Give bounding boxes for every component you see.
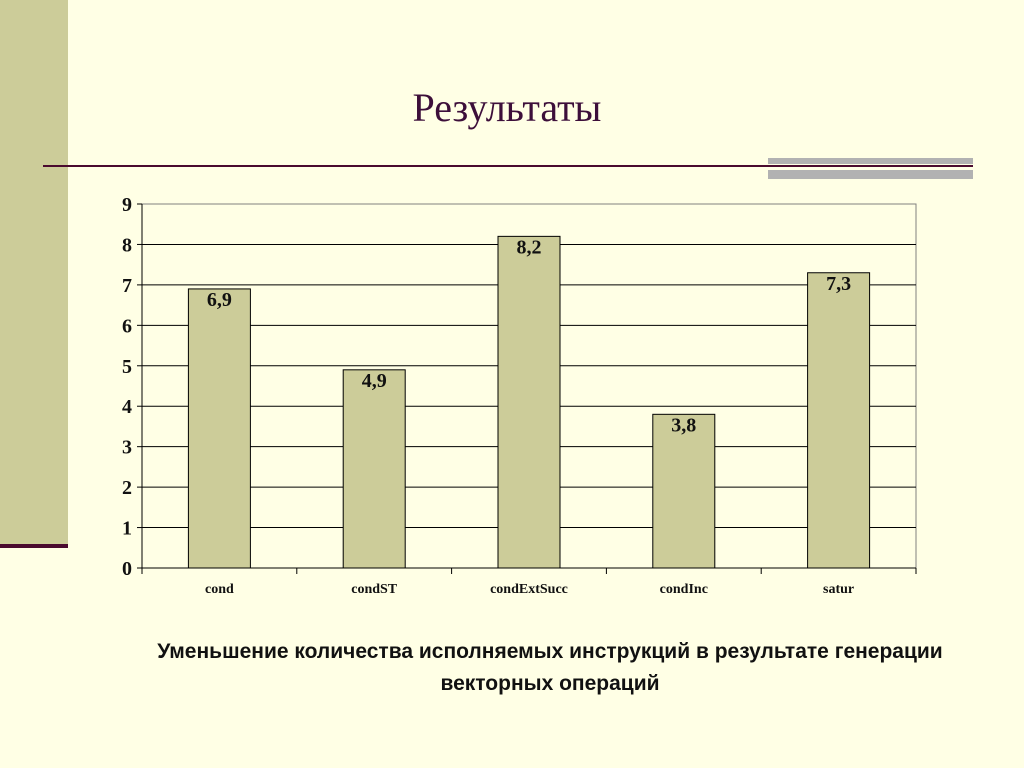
x-tick-label-condInc: condInc bbox=[660, 582, 708, 597]
y-tick-label: 2 bbox=[122, 477, 132, 499]
x-tick-label-cond: cond bbox=[205, 582, 234, 597]
y-tick-label: 8 bbox=[122, 234, 132, 256]
data-label-condExtSucc: 8,2 bbox=[517, 236, 542, 258]
y-tick-label: 0 bbox=[122, 558, 132, 580]
x-tick-label-satur: satur bbox=[823, 582, 854, 597]
x-tick-label-condExtSucc: condExtSucc bbox=[490, 582, 568, 597]
y-tick-label: 4 bbox=[122, 396, 132, 418]
slide-title: Результаты bbox=[412, 85, 602, 130]
bar-condST bbox=[342, 369, 406, 569]
bar-satur bbox=[807, 272, 871, 569]
gray-accent-bar-bottom bbox=[768, 170, 973, 179]
y-tick-label: 1 bbox=[122, 518, 132, 540]
data-label-condInc: 3,8 bbox=[671, 414, 696, 436]
y-tick-label: 5 bbox=[122, 356, 132, 378]
data-label-satur: 7,3 bbox=[826, 273, 851, 295]
bar-cond bbox=[187, 288, 251, 569]
gray-accent-bar-top bbox=[768, 158, 973, 164]
left-accent-underline bbox=[0, 544, 68, 548]
y-tick-label: 3 bbox=[122, 437, 132, 459]
data-label-cond: 6,9 bbox=[207, 289, 232, 311]
title-divider bbox=[43, 165, 973, 167]
bar-condInc bbox=[652, 413, 716, 569]
x-tick-label-condST: condST bbox=[351, 582, 398, 597]
bar-condExtSucc bbox=[497, 235, 561, 569]
y-tick-label: 7 bbox=[122, 275, 132, 297]
chart-caption: Уменьшение количества исполняемых инстру… bbox=[157, 640, 943, 695]
data-label-condST: 4,9 bbox=[362, 370, 387, 392]
y-tick-label: 6 bbox=[122, 315, 132, 337]
left-accent-stripe bbox=[0, 0, 68, 545]
y-tick-label: 9 bbox=[122, 194, 132, 216]
